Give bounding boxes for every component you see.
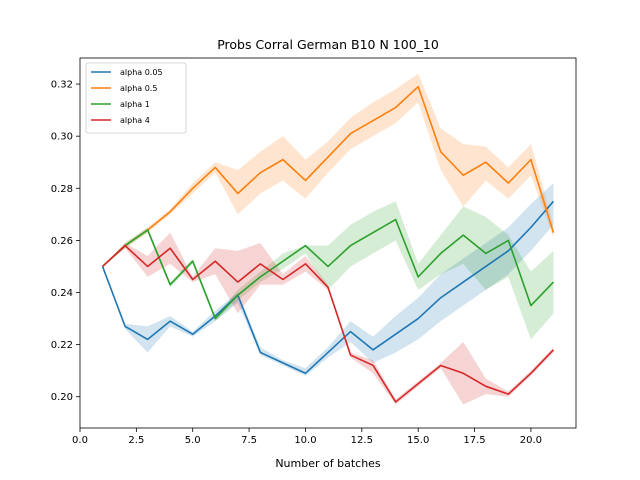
y-tick-label: 0.20 <box>51 392 73 403</box>
plot-frame <box>79 57 577 429</box>
x-tick-label: 12.5 <box>351 435 373 446</box>
line-series-0 <box>101 200 555 375</box>
x-tick-label: 0.0 <box>72 435 88 446</box>
band-series-1 <box>102 73 554 267</box>
y-tick-label: 0.30 <box>51 132 73 143</box>
y-tick-label: 0.22 <box>51 340 73 351</box>
x-tick-label: 20.0 <box>520 435 542 446</box>
y-tick-label: 0.28 <box>51 184 73 195</box>
line-series-2 <box>102 218 555 320</box>
y-tick-label: 0.26 <box>51 236 73 247</box>
x-axis-ticks: 0.0 2.5 5.0 7.5 10.0 12.5 15.0 17.5 20.0 <box>72 428 542 446</box>
legend: alpha 0.05 alpha 0.5 alpha 1 alpha 4 <box>85 62 187 134</box>
confidence-bands <box>102 73 554 405</box>
x-tick-label: 15.0 <box>407 435 429 446</box>
series-lines <box>101 85 555 403</box>
legend-label-0: alpha 0.05 <box>120 68 163 77</box>
y-axis-ticks: 0.20 0.22 0.24 0.26 0.28 0.30 0.32 <box>51 80 80 403</box>
legend-box <box>85 62 187 134</box>
chart-title: Probs Corral German B10 N 100_10 <box>217 37 439 52</box>
legend-label-2: alpha 1 <box>120 100 150 109</box>
legend-label-3: alpha 4 <box>120 116 150 125</box>
x-tick-label: 17.5 <box>463 435 485 446</box>
x-axis-label: Number of batches <box>275 457 381 470</box>
x-tick-label: 5.0 <box>185 435 201 446</box>
y-tick-label: 0.32 <box>51 80 73 91</box>
y-tick-label: 0.24 <box>51 288 73 299</box>
band-series-0 <box>102 183 554 376</box>
x-tick-label: 7.5 <box>241 435 257 446</box>
line-series-1 <box>102 85 555 268</box>
x-tick-label: 10.0 <box>294 435 316 446</box>
line-series-3 <box>102 244 555 403</box>
band-series-2 <box>102 201 554 340</box>
legend-label-1: alpha 0.5 <box>120 84 157 93</box>
x-tick-label: 2.5 <box>128 435 144 446</box>
